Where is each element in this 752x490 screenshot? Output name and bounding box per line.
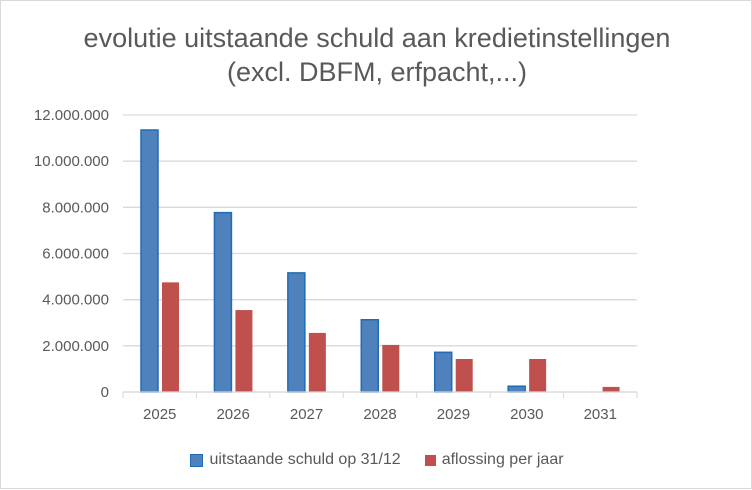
- bar-aflossing: [235, 310, 253, 392]
- bar-schuld: [360, 318, 380, 393]
- bar-aflossing: [382, 344, 400, 392]
- legend-swatch-schuld: [190, 453, 204, 467]
- bar-schuld: [213, 211, 233, 393]
- legend: uitstaande schuld op 31/12 aflossing per…: [1, 451, 752, 469]
- x-tick-label: 2029: [437, 406, 470, 423]
- y-tick-label: 0: [101, 384, 109, 401]
- x-tick-label: 2028: [363, 406, 396, 423]
- bar-schuld: [507, 385, 526, 393]
- chart-title-line2: (excl. DBFM, erfpacht,...): [226, 57, 528, 87]
- x-tick-label: 2025: [143, 406, 176, 423]
- legend-item-aflossing: aflossing per jaar: [424, 451, 564, 469]
- bar-aflossing: [455, 358, 473, 392]
- bar-aflossing: [602, 386, 620, 392]
- x-tick-label: 2027: [290, 406, 323, 423]
- y-tick-label: 8.000.000: [42, 199, 109, 216]
- bar-schuld: [433, 351, 453, 393]
- y-tick-label: 6.000.000: [42, 246, 109, 263]
- bar-schuld: [287, 272, 306, 393]
- y-tick-label: 12.000.000: [34, 107, 109, 124]
- x-tick-label: 2031: [584, 406, 617, 423]
- x-tick-label: 2030: [510, 406, 543, 423]
- legend-swatch-aflossing: [424, 454, 436, 466]
- bar-aflossing: [529, 358, 547, 392]
- legend-item-schuld: uitstaande schuld op 31/12: [190, 451, 401, 469]
- x-tick-label: 2026: [216, 406, 249, 423]
- y-tick-label: 10.000.000: [34, 153, 109, 170]
- legend-label-aflossing: aflossing per jaar: [441, 451, 564, 468]
- bar-aflossing: [308, 332, 326, 392]
- bar-schuld: [140, 129, 159, 393]
- y-tick-label: 2.000.000: [42, 338, 109, 355]
- chart-title-line1: evolutie uitstaande schuld aan kredietin…: [83, 23, 671, 53]
- legend-label-schuld: uitstaande schuld op 31/12: [209, 451, 401, 468]
- bar-aflossing: [162, 282, 179, 392]
- y-tick-label: 4.000.000: [42, 292, 109, 309]
